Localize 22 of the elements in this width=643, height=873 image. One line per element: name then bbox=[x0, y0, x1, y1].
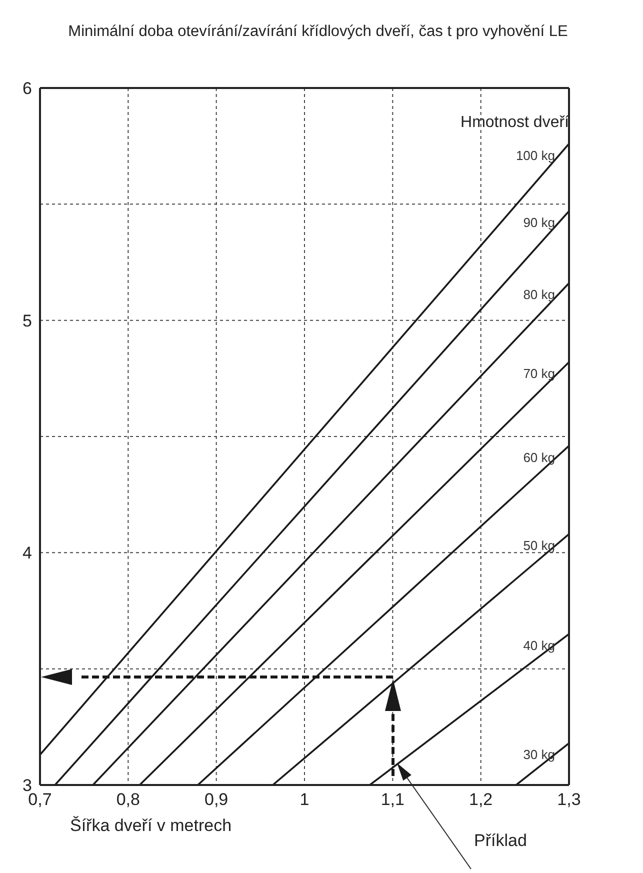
x-tick-label: 0,9 bbox=[204, 790, 228, 810]
x-tick-label: 1,3 bbox=[557, 790, 581, 810]
x-tick-label: 1,1 bbox=[380, 790, 404, 810]
series-label: 70 kg bbox=[523, 366, 555, 382]
series-label: 80 kg bbox=[523, 287, 555, 302]
y-tick-label: 5 bbox=[22, 311, 32, 330]
x-tick-label: 1 bbox=[300, 790, 310, 810]
legend-title: Hmotnost dveří bbox=[460, 114, 569, 132]
chart-title: Minimální doba otevírání/zavírání křídlových dveří, čas t pro vyhovění LE bbox=[67, 22, 569, 42]
x-tick-label: 1,2 bbox=[469, 790, 493, 810]
series-label: 50 kg bbox=[523, 538, 555, 554]
series-label: 100 kg bbox=[516, 148, 555, 163]
series-label: 60 kg bbox=[523, 450, 555, 465]
series-label: 30 kg bbox=[523, 747, 555, 762]
series-label: 40 kg bbox=[523, 638, 555, 653]
x-tick-label: 0,8 bbox=[116, 790, 140, 810]
x-tick-label: 0,7 bbox=[28, 790, 52, 810]
series-label: 90 kg bbox=[523, 215, 555, 230]
text: Příklad bbox=[474, 831, 527, 851]
y-tick-label: 6 bbox=[22, 79, 32, 98]
y-tick-label: 4 bbox=[22, 544, 32, 563]
x-axis-title: Šířka dveří v metrech bbox=[70, 816, 232, 836]
